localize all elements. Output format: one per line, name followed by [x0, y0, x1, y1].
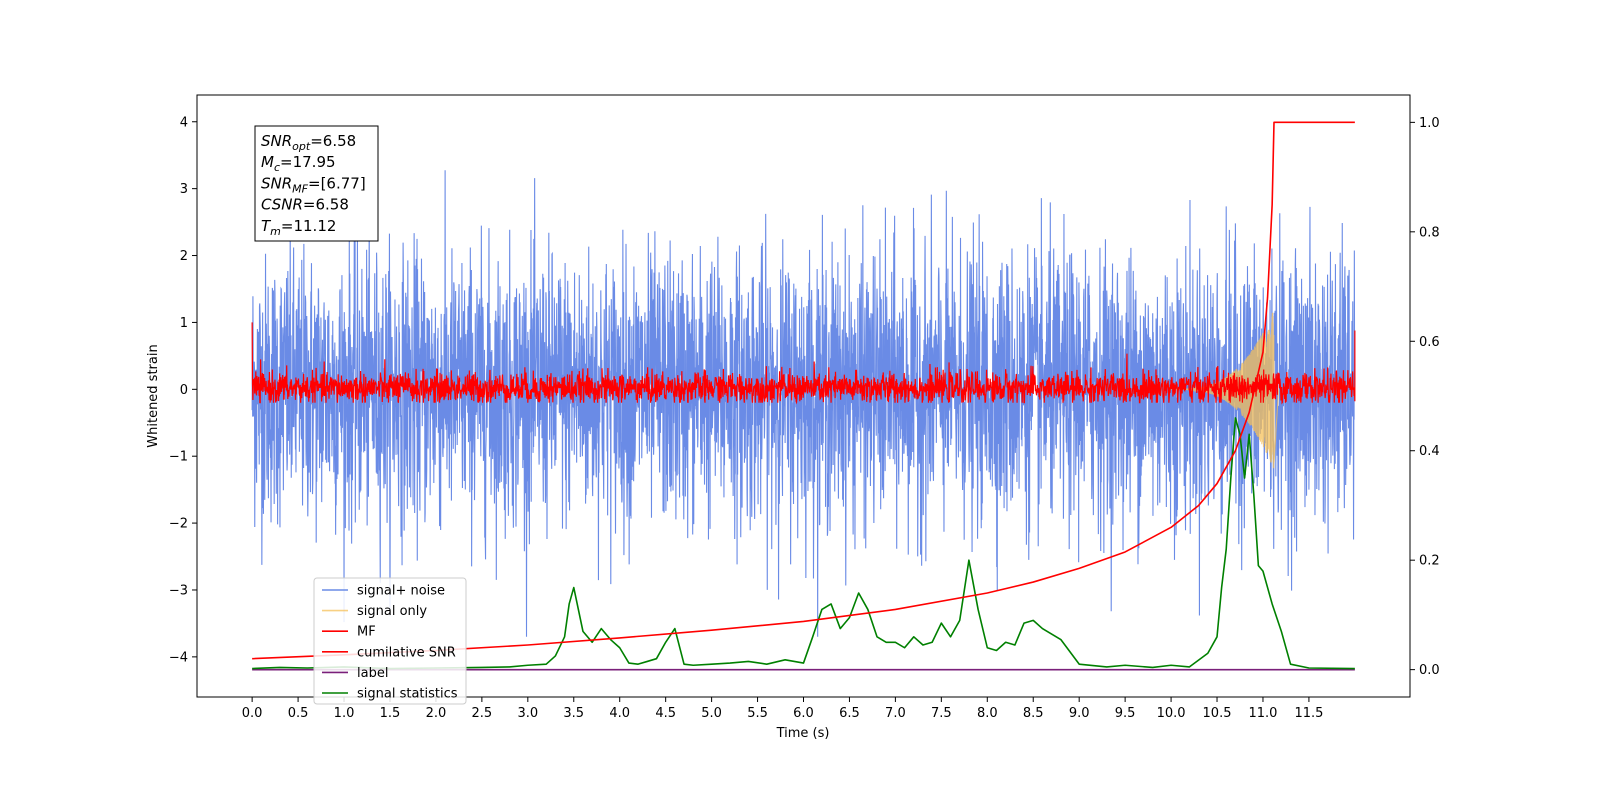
y-right-axis: 1.0 0.8 0.6 0.4 0.2 0.0	[1410, 116, 1440, 678]
x-tick-label: 2.0	[426, 706, 447, 721]
x-tick-label: 7.0	[885, 706, 906, 721]
legend-entry-label: signal+ noise	[357, 584, 445, 599]
y-right-tick-label: 0.2	[1419, 554, 1440, 569]
x-tick-label: 3.0	[517, 706, 538, 721]
y-left-tick-label: 0	[180, 383, 188, 398]
y-right-tick-label: 0.4	[1419, 444, 1440, 459]
y-right-tick-label: 0.8	[1419, 225, 1440, 240]
x-tick-label: 10.5	[1203, 706, 1232, 721]
x-tick-label: 6.0	[793, 706, 814, 721]
y-left-tick-label: 4	[180, 115, 188, 130]
annotation-line: Tm=11.12	[261, 217, 336, 238]
y-left-tick-label: 2	[180, 249, 188, 264]
x-tick-label: 3.5	[563, 706, 584, 721]
legend: signal+ noise signal only MF cumilative SNR…	[313, 577, 467, 705]
y-axis-label: Whitened strain	[146, 344, 161, 447]
x-tick-label: 8.5	[1023, 706, 1044, 721]
legend-entry-label: MF	[357, 625, 376, 640]
x-tick-label: 1.5	[380, 706, 401, 721]
x-tick-label: 5.0	[701, 706, 722, 721]
series-signal-noise	[251, 170, 1356, 637]
legend-entry-label: cumilative SNR	[357, 645, 456, 660]
x-tick-label: 6.5	[839, 706, 860, 721]
stats-annotation-box: SNRopt=6.58Mc=17.95SNRMF=[6.77]CSNR=6.58…	[254, 125, 379, 242]
x-tick-label: 2.5	[472, 706, 493, 721]
legend-entry-label: label	[357, 666, 388, 681]
y-right-tick-label: 0.0	[1419, 663, 1440, 678]
annotation-line: CSNR=6.58	[261, 196, 349, 214]
series-signal-statistics	[252, 417, 1355, 670]
x-tick-label: 10.0	[1157, 706, 1186, 721]
x-tick-label: 1.0	[334, 706, 355, 721]
series-signal-only	[1171, 312, 1280, 469]
y-right-tick-label: 0.6	[1419, 335, 1440, 350]
x-tick-label: 7.5	[931, 706, 952, 721]
x-tick-label: 4.5	[655, 706, 676, 721]
x-tick-label: 8.0	[977, 706, 998, 721]
y-left-tick-label: 3	[180, 182, 188, 197]
series-mf	[251, 322, 1356, 405]
y-left-tick-label: −3	[169, 583, 188, 598]
annotation-line: Mc=17.95	[261, 153, 336, 174]
y-left-tick-label: −4	[169, 650, 188, 665]
x-axis: 0.0 0.5 1.0 1.5 2.0 2.5 3.0 3.5 4.0 4.5 5.0 5.5 6.0 6…	[242, 697, 1323, 721]
x-tick-label: 11.5	[1294, 706, 1323, 721]
y-left-tick-label: 1	[180, 316, 188, 331]
annotation-line: SNRopt=6.58	[261, 132, 356, 153]
x-tick-label: 9.0	[1069, 706, 1090, 721]
legend-entry-label: signal statistics	[357, 687, 458, 702]
annotation-line: SNRMF=[6.77]	[261, 174, 366, 195]
x-tick-label: 0.0	[242, 706, 263, 721]
x-tick-label: 4.0	[609, 706, 630, 721]
x-axis-label: Time (s)	[776, 726, 830, 741]
legend-entry-label: signal only	[357, 604, 427, 619]
y-left-tick-label: −2	[169, 517, 188, 532]
x-tick-label: 11.0	[1248, 706, 1277, 721]
x-tick-label: 9.5	[1115, 706, 1136, 721]
y-left-axis: 4 3 2 1 0 −1 −2 −3 −4	[169, 115, 197, 665]
series-cumulative-snr	[252, 121, 1355, 660]
x-tick-label: 0.5	[288, 706, 309, 721]
y-right-tick-label: 1.0	[1419, 116, 1440, 131]
x-tick-label: 5.5	[747, 706, 768, 721]
y-left-tick-label: −1	[169, 450, 188, 465]
